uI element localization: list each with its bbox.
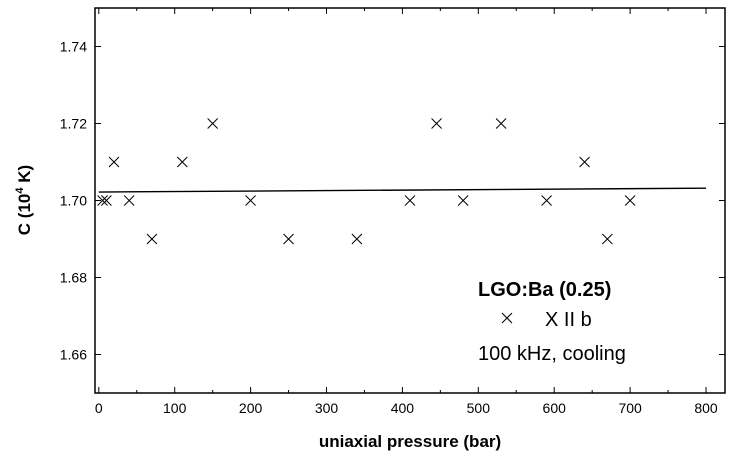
data-point	[101, 195, 112, 206]
y-axis-title-main: C (10	[15, 194, 34, 236]
x-tick-label: 100	[163, 400, 187, 416]
data-point	[123, 195, 135, 206]
data-point-stroke	[245, 195, 256, 206]
data-point	[97, 195, 108, 206]
data-point-stroke	[457, 195, 469, 206]
data-point	[601, 233, 613, 245]
data-point-stroke	[495, 118, 507, 129]
data-point	[351, 233, 363, 245]
data-point	[431, 118, 442, 129]
data-points	[97, 118, 636, 245]
data-point-stroke	[431, 118, 442, 129]
data-point	[176, 156, 188, 168]
y-tick-label: 1.72	[60, 116, 87, 132]
x-axis-title: uniaxial pressure (bar)	[319, 432, 501, 451]
data-point	[245, 195, 256, 206]
legend-title: LGO:Ba (0.25)	[478, 279, 611, 301]
data-point	[404, 195, 416, 206]
y-tick-label: 1.68	[60, 270, 87, 286]
y-axis-title-sup: 4	[14, 187, 26, 194]
data-point-stroke	[123, 195, 135, 206]
x-tick-label: 0	[95, 400, 103, 416]
y-tick-label: 1.70	[60, 193, 87, 209]
x-tick-label: 400	[391, 400, 415, 416]
x-tick-label: 200	[239, 400, 263, 416]
data-point-stroke	[176, 156, 188, 168]
data-point-stroke	[283, 233, 294, 245]
data-point	[108, 156, 120, 168]
y-axis-ticks: 1.66 1.68 1.70 1.72 1.74	[60, 39, 725, 363]
x-tick-label: 500	[467, 400, 491, 416]
data-point	[457, 195, 469, 206]
data-point-stroke	[541, 195, 552, 206]
data-point-stroke	[624, 195, 636, 206]
data-point	[624, 195, 636, 206]
x-axis-ticks: 0 100 200 300 400 500 600 700 800	[95, 8, 718, 416]
data-point-stroke	[351, 233, 363, 245]
y-axis-title-end: K)	[15, 165, 34, 188]
legend-marker	[501, 312, 513, 324]
data-point	[579, 156, 590, 168]
data-point-stroke	[146, 233, 158, 245]
legend: LGO:Ba (0.25) X II b 100 kHz, cooling	[478, 279, 626, 365]
x-tick-label: 600	[543, 400, 567, 416]
y-tick-label: 1.74	[60, 39, 87, 55]
data-point-stroke	[404, 195, 416, 206]
data-point-stroke	[579, 156, 590, 168]
data-point	[495, 118, 507, 129]
data-point	[146, 233, 158, 245]
legend-entry: X II b	[545, 309, 592, 331]
data-point-stroke	[108, 156, 120, 168]
data-point-stroke	[97, 195, 108, 206]
data-point	[541, 195, 552, 206]
y-tick-label: 1.66	[60, 347, 87, 363]
legend-condition: 100 kHz, cooling	[478, 343, 626, 365]
fit-line-group	[98, 187, 707, 193]
data-point-stroke	[601, 233, 613, 245]
legend-marker-stroke-2	[501, 312, 513, 324]
fit-line	[98, 187, 707, 193]
data-point	[283, 233, 294, 245]
data-point-stroke	[207, 118, 219, 129]
y-axis-title: C (104 K)	[14, 165, 34, 235]
x-tick-label: 800	[694, 400, 718, 416]
x-tick-label: 300	[315, 400, 339, 416]
data-point-stroke	[101, 195, 112, 206]
data-point	[207, 118, 219, 129]
x-tick-label: 700	[618, 400, 642, 416]
